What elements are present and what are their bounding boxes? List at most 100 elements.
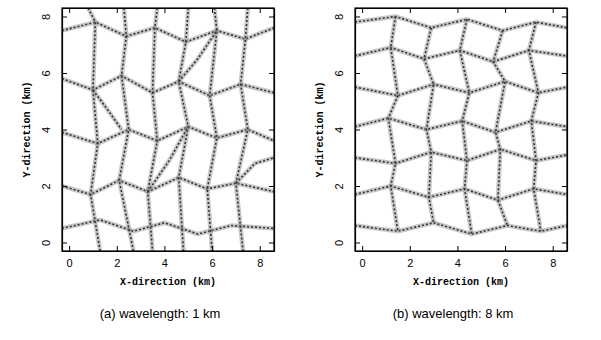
fracture-halo <box>88 8 100 251</box>
tick-label: 0 <box>67 257 73 269</box>
tick-label: 4 <box>455 257 461 269</box>
x-axis-title: X-direction (km) <box>120 277 216 288</box>
fracture-line <box>148 127 188 192</box>
tick-mark <box>362 246 363 251</box>
tick: 2 <box>114 246 120 269</box>
tick <box>269 73 274 74</box>
tick-mark <box>355 243 360 244</box>
tick-mark <box>562 243 567 244</box>
tick <box>562 73 567 74</box>
tick-mark <box>269 243 274 244</box>
fracture-halo <box>62 127 274 144</box>
tick: 4 <box>455 246 461 269</box>
tick-label: 6 <box>40 70 52 76</box>
tick <box>457 8 458 13</box>
tick-label: 0 <box>333 240 345 246</box>
fracture-line <box>88 8 100 251</box>
y-axis-title: Y-direction (km) <box>22 81 33 177</box>
y-axis-right <box>562 9 568 252</box>
panel: 0246802468X-direction (km)Y-direction (k… <box>315 8 568 321</box>
fracture-line <box>424 28 434 223</box>
tick-mark <box>69 8 70 13</box>
x-axis-top <box>63 8 275 13</box>
tick-label: 8 <box>550 257 556 269</box>
tick <box>260 8 261 13</box>
tick-label: 8 <box>257 257 263 269</box>
tick-label: 2 <box>333 183 345 189</box>
tick: 6 <box>210 246 216 269</box>
fracture-halo <box>355 223 567 234</box>
tick-mark <box>553 8 554 13</box>
fracture-halo <box>529 22 541 231</box>
axis-line <box>274 9 275 252</box>
tick-mark <box>410 246 411 251</box>
tick-mark <box>260 8 261 13</box>
y-axis: 02468 <box>40 9 67 252</box>
tick: 6 <box>40 70 67 76</box>
axis-line <box>356 251 568 252</box>
panel-caption: (b) wavelength: 8 km <box>393 306 514 321</box>
fracture-halo <box>388 16 398 231</box>
tick <box>164 8 165 13</box>
tick-mark <box>69 246 70 251</box>
fracture-halo <box>93 90 122 130</box>
tick-mark <box>562 130 567 131</box>
fracture-line <box>236 158 274 183</box>
tick-mark <box>269 130 274 131</box>
x-axis-top <box>356 8 568 13</box>
panel-caption: (a) wavelength: 1 km <box>100 306 221 321</box>
fracture-halo <box>236 158 274 183</box>
fracture-line <box>179 31 217 82</box>
fracture-halo <box>179 31 217 82</box>
tick <box>269 186 274 187</box>
tick: 0 <box>40 240 67 246</box>
tick-mark <box>457 8 458 13</box>
fracture-halo <box>236 8 248 251</box>
tick-mark <box>62 73 67 74</box>
plot-frame <box>355 8 567 251</box>
tick-mark <box>553 246 554 251</box>
tick <box>269 130 274 131</box>
x-axis-title: X-direction (km) <box>413 277 509 288</box>
tick-label: 2 <box>114 257 120 269</box>
tick: 4 <box>162 246 168 269</box>
tick-mark <box>362 8 363 13</box>
tick-label: 0 <box>360 257 366 269</box>
tick-label: 4 <box>162 257 168 269</box>
axis-line <box>63 8 275 9</box>
tick: 6 <box>333 70 360 76</box>
tick-mark <box>457 246 458 251</box>
fracture-line <box>388 16 398 231</box>
tick-mark <box>269 73 274 74</box>
tick-label: 6 <box>333 70 345 76</box>
tick-label: 2 <box>407 257 413 269</box>
tick-mark <box>505 246 506 251</box>
tick-mark <box>62 243 67 244</box>
x-axis: 0 2 4 6 8 <box>63 246 275 269</box>
tick-mark <box>269 186 274 187</box>
tick <box>212 8 213 13</box>
panel: 0 2 4 6 80 2 4 6 8 X-direction (km) Y-direction (k… <box>22 8 275 321</box>
fracture-halo <box>424 28 434 223</box>
fracture-line <box>93 90 122 130</box>
tick-mark <box>269 16 274 17</box>
tick-mark <box>355 186 360 187</box>
tick: 0 <box>67 246 73 269</box>
tick <box>362 8 363 13</box>
tick <box>269 243 274 244</box>
fracture-line <box>493 31 507 226</box>
tick: 8 <box>550 246 556 269</box>
tick-mark <box>212 246 213 251</box>
tick-label: 4 <box>40 127 52 133</box>
tick-mark <box>62 16 67 17</box>
tick <box>562 186 567 187</box>
tick <box>553 8 554 13</box>
tick-mark <box>117 246 118 251</box>
plot-frame <box>62 8 274 251</box>
fracture-halo <box>493 31 507 226</box>
tick-mark <box>410 8 411 13</box>
tick-mark <box>562 186 567 187</box>
tick-mark <box>562 73 567 74</box>
tick: 8 <box>333 14 360 20</box>
fracture-halo <box>460 19 472 234</box>
